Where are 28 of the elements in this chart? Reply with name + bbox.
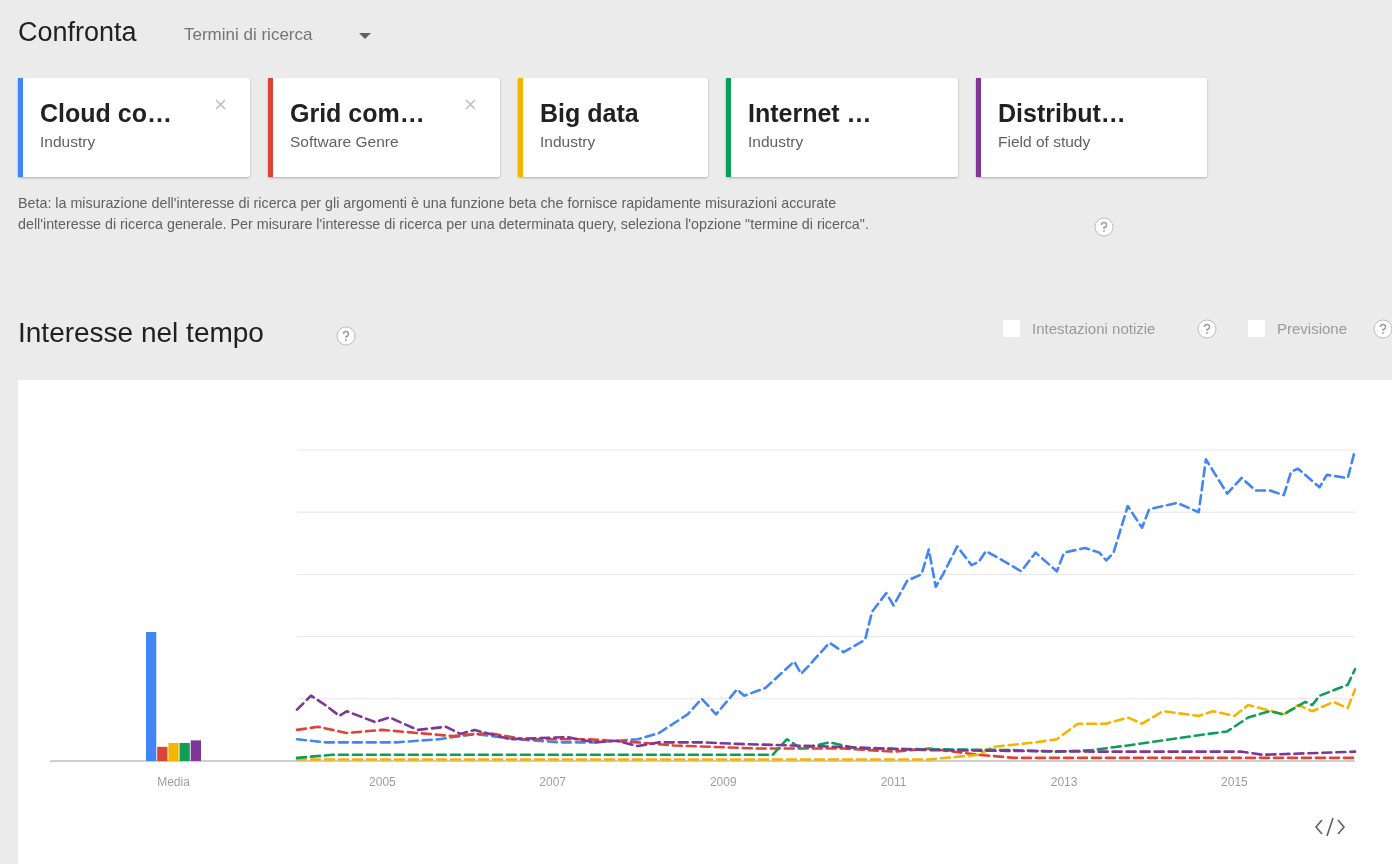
text: Industry (40, 133, 96, 150)
bar (190, 740, 201, 761)
text: Beta: la misurazione dell'interesse di ricerca per gli argomenti è una funzione beta che fornisce rapidamente misurazioni accurate dell'interesse di ricerca generale. Per misurare l'interesse di ricerca per una determinata query, seleziona l'opzione "termine di ricerca". (18, 195, 869, 232)
text: Industry (540, 133, 596, 150)
x-tick-label: 2007 (539, 775, 567, 789)
x-tick-label: 2013 (1050, 775, 1078, 789)
bar (168, 742, 179, 761)
x-tick-label: Media (157, 775, 191, 789)
text: Confronta (18, 17, 138, 47)
x-tick-label: 2005 (369, 775, 397, 789)
x-tick-label: 2009 (709, 775, 737, 789)
chart-title: Interesse nel tempo (18, 317, 264, 348)
legend-label: Big data (540, 99, 640, 127)
bar (179, 742, 190, 761)
text: Field of study (998, 133, 1091, 150)
x-tick-label: 2011 (880, 775, 907, 789)
legend-label: Cloud co… (40, 99, 172, 127)
text: Software Genre (290, 133, 399, 150)
text: Termini di ricerca (184, 25, 314, 44)
bar (157, 746, 168, 761)
text: Industry (748, 133, 804, 150)
x-tick-label: 2015 (1221, 775, 1249, 789)
legend-label: Internet … (748, 99, 872, 127)
legend-label: Distribut… (998, 99, 1126, 127)
text: Intestazioni notizie (1032, 320, 1156, 337)
legend-label: Grid com… (290, 99, 425, 127)
bar (146, 632, 157, 761)
text: Previsione (1277, 320, 1348, 337)
